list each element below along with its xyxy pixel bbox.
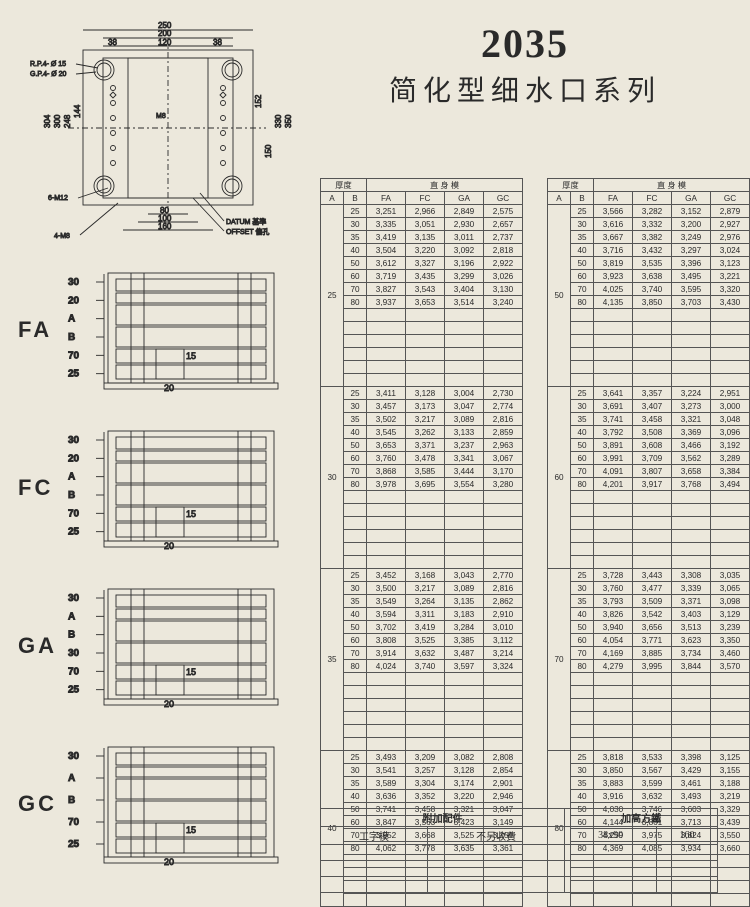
svg-text:152: 152 (254, 94, 263, 108)
group-a: 25 (321, 205, 344, 387)
series-number: 2035 (355, 20, 695, 67)
svg-text:B: B (68, 332, 75, 343)
svg-text:20: 20 (164, 857, 174, 867)
module-fc: FC 15 20 30 20 A (18, 418, 308, 558)
svg-text:200: 200 (158, 29, 172, 38)
th-thick: 厚度 (321, 179, 367, 192)
svg-text:15: 15 (186, 351, 196, 361)
acc-col1: 工字模 (321, 827, 428, 845)
svg-text:144: 144 (73, 104, 82, 118)
svg-text:A: A (68, 471, 75, 482)
svg-text:70: 70 (68, 508, 80, 519)
svg-text:20: 20 (68, 295, 80, 306)
acc-col2: 不另收費 (427, 827, 564, 845)
svg-text:30: 30 (68, 648, 80, 659)
svg-text:30: 30 (68, 277, 80, 288)
module-drawing: 15 20 30 A B 30 70 25 (56, 575, 286, 718)
svg-text:6-M12: 6-M12 (48, 195, 68, 202)
module-diagrams-column: FA 15 20 30 20 A (18, 260, 308, 892)
th-thick: 厚度 (548, 179, 594, 192)
group-a: 60 (548, 387, 571, 569)
acc-title: 附加配件 (321, 809, 565, 827)
svg-text:25: 25 (68, 368, 80, 379)
svg-text:25: 25 (68, 684, 80, 695)
module-fa: FA 15 20 30 20 A (18, 260, 308, 400)
page-header: 2035 简化型细水口系列 (355, 20, 695, 109)
svg-text:350: 350 (284, 114, 293, 128)
module-gc: GC 15 20 30 A B 7 (18, 734, 308, 874)
module-drawing: 15 20 30 20 A B 70 25 (56, 417, 286, 560)
svg-text:B: B (68, 629, 75, 640)
svg-text:20: 20 (164, 699, 174, 709)
svg-text:A: A (68, 773, 75, 784)
svg-text:38: 38 (108, 38, 117, 47)
svg-text:30: 30 (68, 435, 80, 446)
svg-text:25: 25 (68, 526, 80, 537)
svg-text:30: 30 (68, 593, 80, 604)
svg-text:248: 248 (63, 114, 72, 128)
svg-text:70: 70 (68, 350, 80, 361)
svg-text:120: 120 (158, 38, 172, 47)
svg-text:20: 20 (68, 453, 80, 464)
th-straight: 直 身 模 (367, 179, 523, 192)
group-a: 50 (548, 205, 571, 387)
svg-text:150: 150 (264, 144, 273, 158)
svg-text:20: 20 (164, 383, 174, 393)
svg-text:15: 15 (186, 667, 196, 677)
svg-text:30: 30 (68, 751, 80, 762)
module-drawing: 15 20 30 20 A B 70 25 (56, 259, 286, 402)
svg-text:B: B (68, 490, 75, 501)
svg-text:A: A (68, 313, 75, 324)
svg-text:R.P.4- Ø 15: R.P.4- Ø 15 (30, 61, 66, 68)
svg-text:160: 160 (158, 222, 172, 231)
svg-text:15: 15 (186, 509, 196, 519)
series-subtitle: 简化型细水口系列 (355, 69, 695, 109)
module-drawing: 15 20 30 A B 70 25 (56, 733, 286, 876)
svg-text:38: 38 (213, 38, 222, 47)
price-table-right: 厚度 直 身 模 AB FAFC GAGC 50253,5663,2823,15… (547, 178, 750, 907)
module-label: FA (18, 317, 56, 343)
price-tables: 厚度 直 身 模 AB FAFC GAGC 25253,2512,9662,84… (320, 178, 750, 907)
svg-text:25: 25 (68, 839, 80, 850)
acc-col3: 38x90 (565, 827, 657, 845)
svg-text:300: 300 (53, 114, 62, 128)
group-a: 35 (321, 569, 344, 751)
svg-text:304: 304 (43, 114, 52, 128)
acc-col4: 160 (656, 827, 717, 845)
svg-text:B: B (68, 795, 75, 806)
svg-text:15: 15 (186, 825, 196, 835)
group-a: 70 (548, 569, 571, 751)
module-label: GC (18, 791, 56, 817)
svg-text:4-M8: 4-M8 (54, 233, 70, 240)
plan-view-diagram: 250 200 38 120 38 304 300 248 144 152 15… (28, 18, 308, 246)
svg-text:G.P.4- Ø 20: G.P.4- Ø 20 (30, 71, 67, 78)
svg-text:70: 70 (68, 817, 80, 828)
svg-text:70: 70 (68, 666, 80, 677)
svg-text:M8: M8 (156, 113, 166, 120)
module-label: GA (18, 633, 56, 659)
accessory-table: 附加配件 加高方鐵 工字模 不另收費 38x90 160 (320, 808, 718, 893)
svg-text:DATUM 基準: DATUM 基準 (226, 217, 266, 226)
svg-text:330: 330 (274, 114, 283, 128)
svg-text:A: A (68, 611, 75, 622)
svg-text:OFFSET 偏孔: OFFSET 偏孔 (226, 227, 269, 236)
group-a: 30 (321, 387, 344, 569)
module-ga: GA 15 20 30 A B 3 (18, 576, 308, 716)
price-table-left: 厚度 直 身 模 AB FAFC GAGC 25253,2512,9662,84… (320, 178, 523, 907)
th-straight: 直 身 模 (594, 179, 750, 192)
svg-text:20: 20 (164, 541, 174, 551)
height-title: 加高方鐵 (565, 809, 718, 827)
module-label: FC (18, 475, 56, 501)
